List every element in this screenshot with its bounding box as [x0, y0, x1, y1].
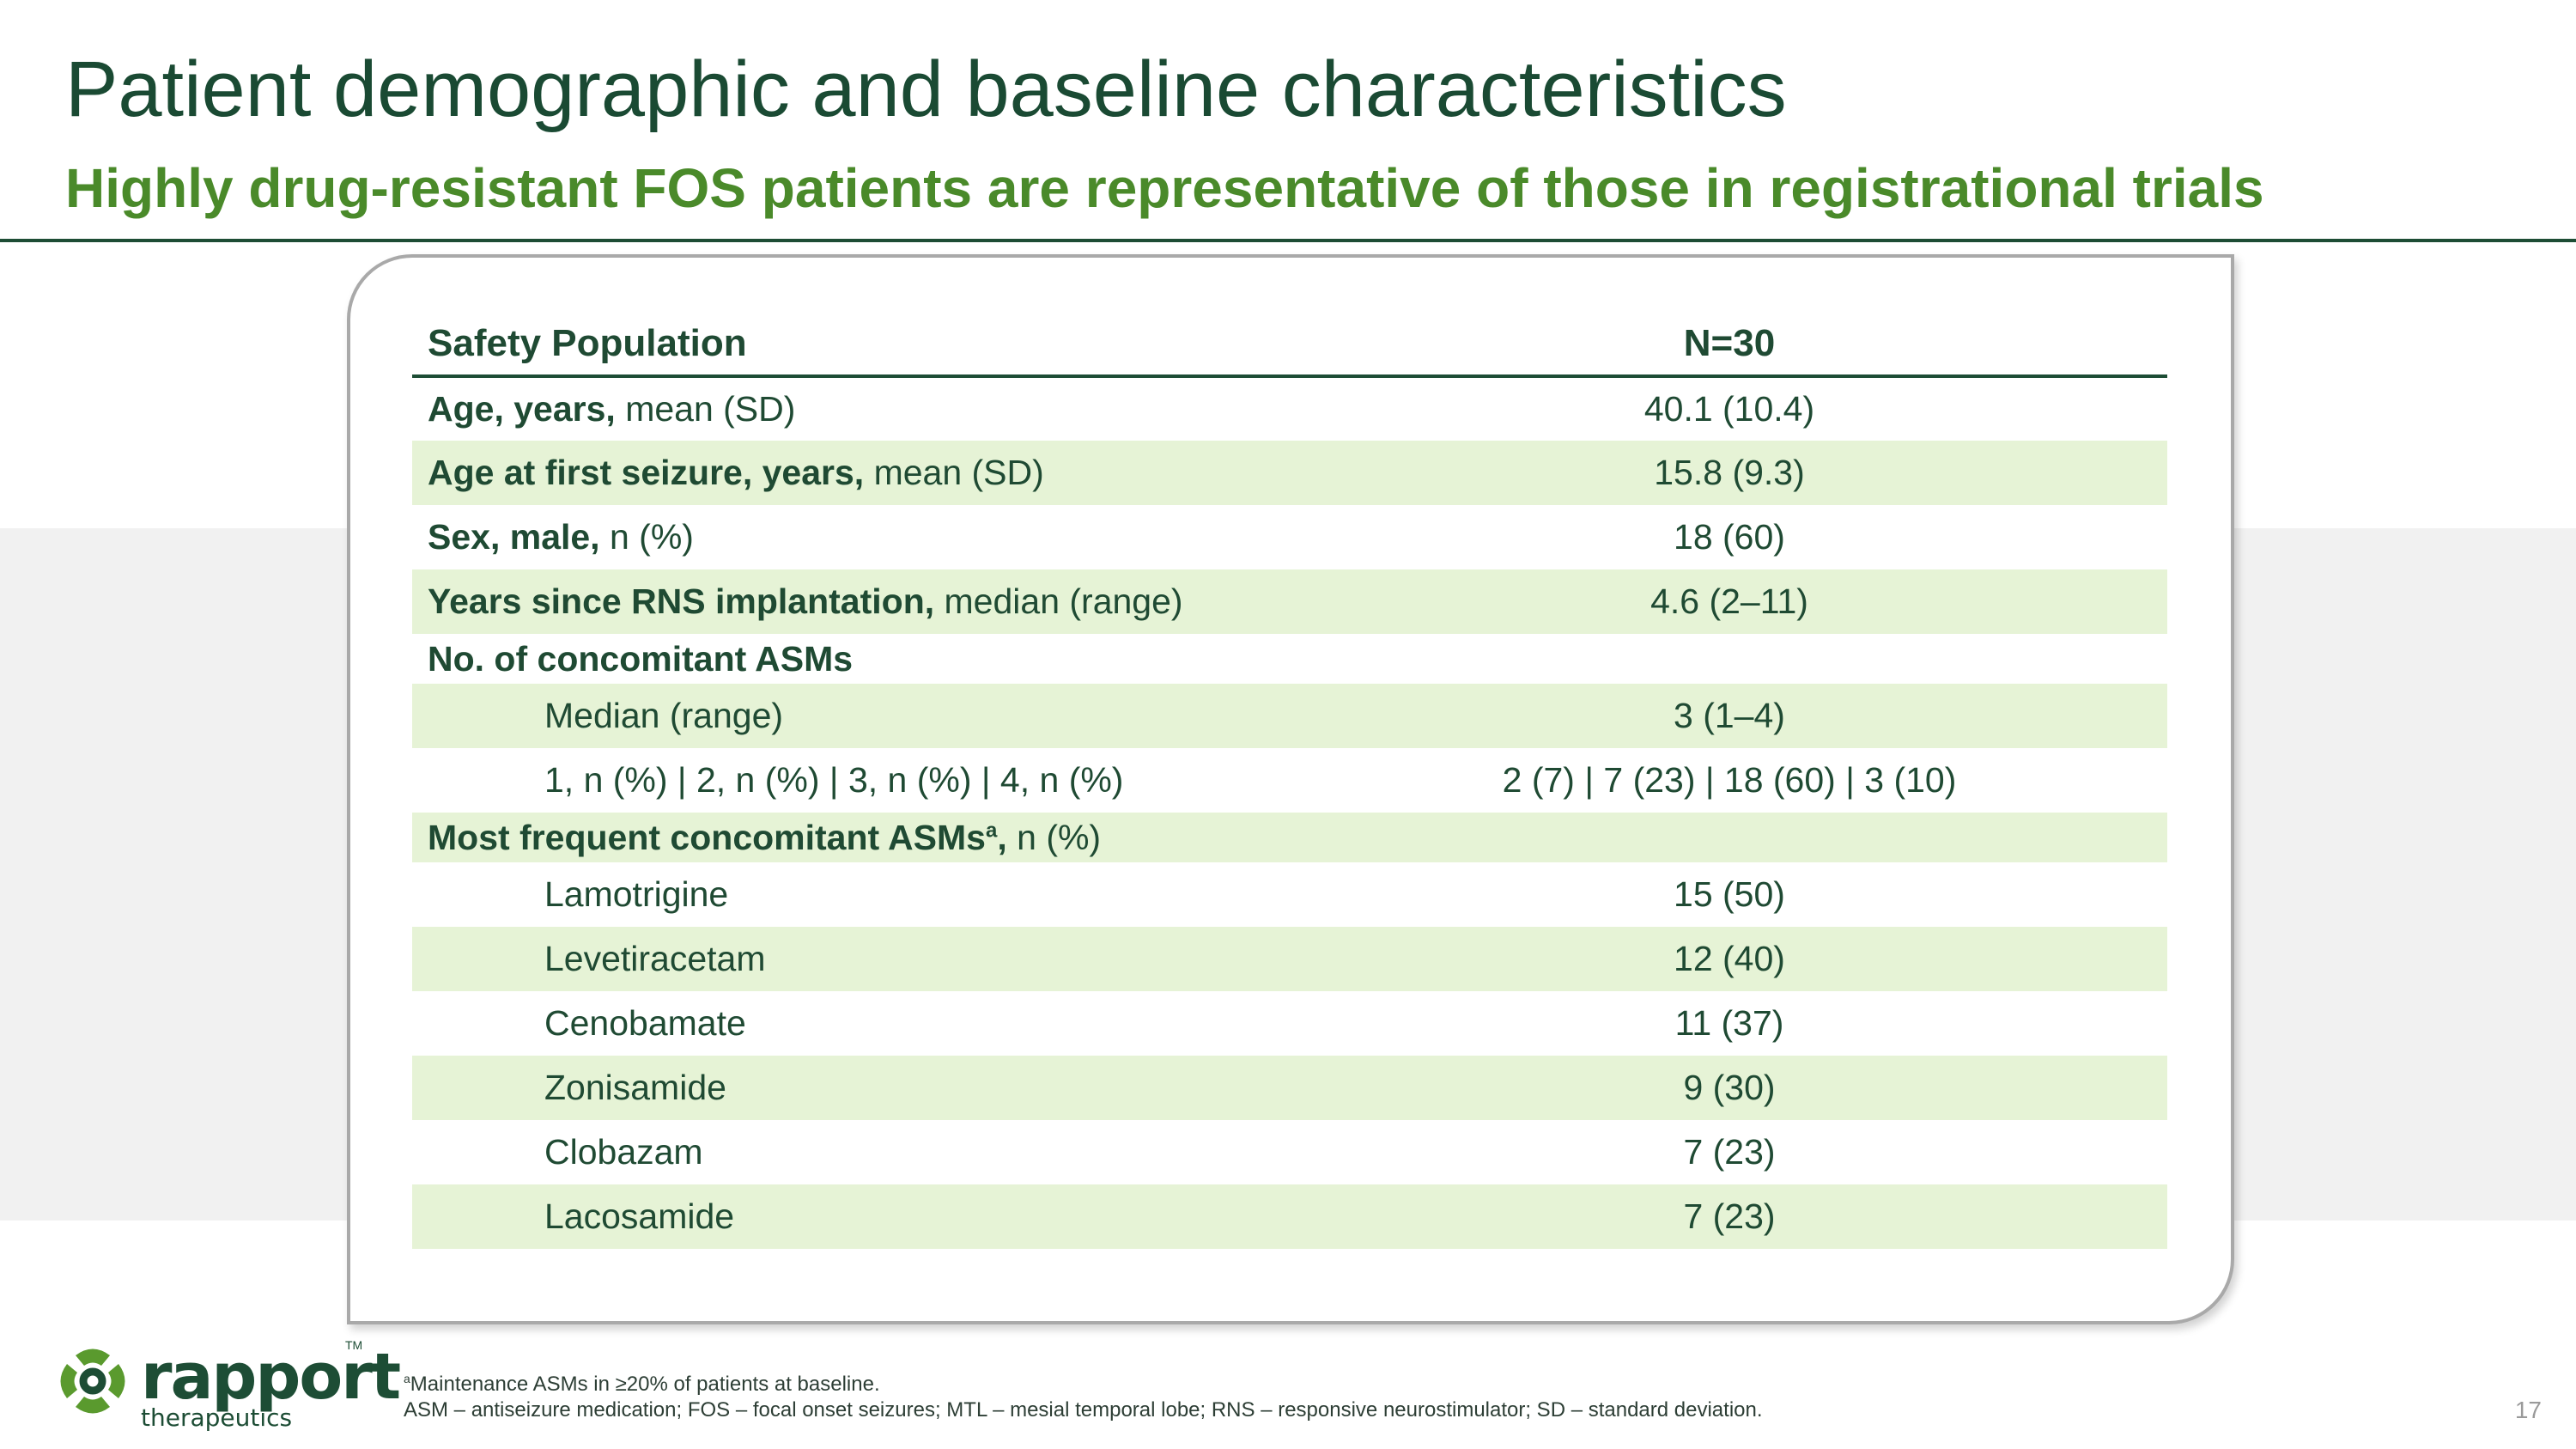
row-label: Levetiracetam — [544, 939, 766, 978]
row-value: 4.6 (2–11) — [1650, 581, 1808, 621]
row-label-bold: Years since RNS implantation, — [428, 581, 935, 621]
footnote-a: aMaintenance ASMs in ≥20% of patients at… — [404, 1372, 1763, 1397]
footnote-marker: a — [985, 818, 998, 842]
table-row: 1, n (%) | 2, n (%) | 3, n (%) | 4, n (%… — [412, 748, 2167, 813]
row-value: 40.1 (10.4) — [1643, 389, 1815, 429]
abbreviations-note: ASM – antiseizure medication; FOS – foca… — [404, 1398, 1763, 1422]
table-row: Levetiracetam 12 (40) — [412, 927, 2167, 991]
logo-trademark: TM — [345, 1338, 363, 1352]
table-row: Sex, male, n (%) 18 (60) — [412, 505, 2167, 569]
footnote-a-text: Maintenance ASMs in ≥20% of patients at … — [410, 1373, 880, 1396]
table-row: Age, years, mean (SD) 40.1 (10.4) — [412, 376, 2167, 441]
row-label: Lacosamide — [544, 1196, 735, 1236]
row-value: 7 (23) — [1683, 1132, 1776, 1172]
row-value: 2 (7) | 7 (23) | 18 (60) | 3 (10) — [1502, 760, 1957, 800]
logo-wordmark: rapport — [141, 1340, 401, 1414]
section-label-comma: , — [997, 817, 1007, 857]
row-label-detail: mean (SD) — [615, 389, 796, 429]
row-value: 7 (23) — [1683, 1196, 1776, 1236]
row-value: 9 (30) — [1683, 1068, 1776, 1107]
table-header-row: Safety Population N=30 — [412, 313, 2167, 378]
row-label-detail: median (range) — [934, 581, 1183, 621]
column-header-value: N=30 — [1291, 313, 2167, 378]
table-section-row: Most frequent concomitant ASMsa, n (%) — [412, 813, 2167, 862]
row-label: Age, years, mean (SD) — [412, 376, 1291, 441]
table-row: Lacosamide 7 (23) — [412, 1184, 2167, 1249]
section-label-bold: Most frequent concomitant ASMs — [428, 817, 986, 857]
row-value — [1291, 813, 2167, 862]
company-logo: rapport TM therapeutics — [50, 1336, 401, 1432]
page-number: 17 — [2514, 1397, 2542, 1423]
table-card — [347, 254, 2234, 1324]
row-label: Clobazam — [544, 1132, 703, 1172]
row-label-detail: mean (SD) — [864, 453, 1044, 492]
footnote-a-marker: a — [404, 1372, 410, 1385]
table-section-row: No. of concomitant ASMs — [412, 634, 2167, 684]
table-row: Median (range) 3 (1–4) — [412, 684, 2167, 748]
row-value: 12 (40) — [1674, 939, 1785, 978]
row-value: 18 (60) — [1674, 517, 1785, 557]
row-value: 3 (1–4) — [1674, 696, 1785, 735]
row-label: Median (range) — [544, 696, 784, 735]
row-label: Sex, male, n (%) — [412, 505, 1291, 569]
row-label: Zonisamide — [544, 1068, 726, 1107]
row-value: 11 (37) — [1674, 1003, 1784, 1043]
row-label: Lamotrigine — [544, 874, 729, 914]
table-row: Zonisamide 9 (30) — [412, 1056, 2167, 1120]
table-row: Cenobamate 11 (37) — [412, 991, 2167, 1056]
row-value: 15.8 (9.3) — [1654, 453, 1805, 492]
row-label: Years since RNS implantation, median (ra… — [412, 569, 1291, 634]
table-row: Lamotrigine 15 (50) — [412, 862, 2167, 927]
row-label: 1, n (%) | 2, n (%) | 3, n (%) | 4, n (%… — [544, 760, 1124, 800]
table-row: Age at first seizure, years, mean (SD) 1… — [412, 441, 2167, 505]
section-label-bold: No. of concomitant ASMs — [428, 638, 854, 679]
page-subtitle: Highly drug-resistant FOS patients are r… — [65, 157, 2264, 219]
table-row: Years since RNS implantation, median (ra… — [412, 569, 2167, 634]
row-label: Age at first seizure, years, mean (SD) — [412, 441, 1291, 505]
header-divider — [0, 239, 2576, 242]
row-label-bold: Age, years, — [428, 389, 616, 429]
page-title: Patient demographic and baseline charact… — [65, 46, 1787, 133]
row-value — [1291, 634, 2167, 684]
section-label: Most frequent concomitant ASMsa, n (%) — [412, 813, 1291, 862]
section-label-detail: n (%) — [1006, 817, 1102, 857]
row-label-detail: n (%) — [599, 517, 694, 557]
row-label-bold: Sex, male, — [428, 517, 600, 557]
section-label: No. of concomitant ASMs — [412, 634, 1291, 684]
column-header-label: Safety Population — [412, 313, 1291, 378]
row-label: Cenobamate — [544, 1003, 746, 1043]
table-row: Clobazam 7 (23) — [412, 1120, 2167, 1184]
row-value: 15 (50) — [1674, 874, 1785, 914]
row-label-bold: Age at first seizure, years, — [428, 453, 865, 492]
logo-tagline: therapeutics — [141, 1403, 293, 1432]
footnotes: aMaintenance ASMs in ≥20% of patients at… — [404, 1372, 1763, 1423]
baseline-characteristics-table: Safety Population N=30 Age, years, mean … — [412, 313, 2167, 1249]
rapport-mark-icon — [60, 1349, 125, 1414]
